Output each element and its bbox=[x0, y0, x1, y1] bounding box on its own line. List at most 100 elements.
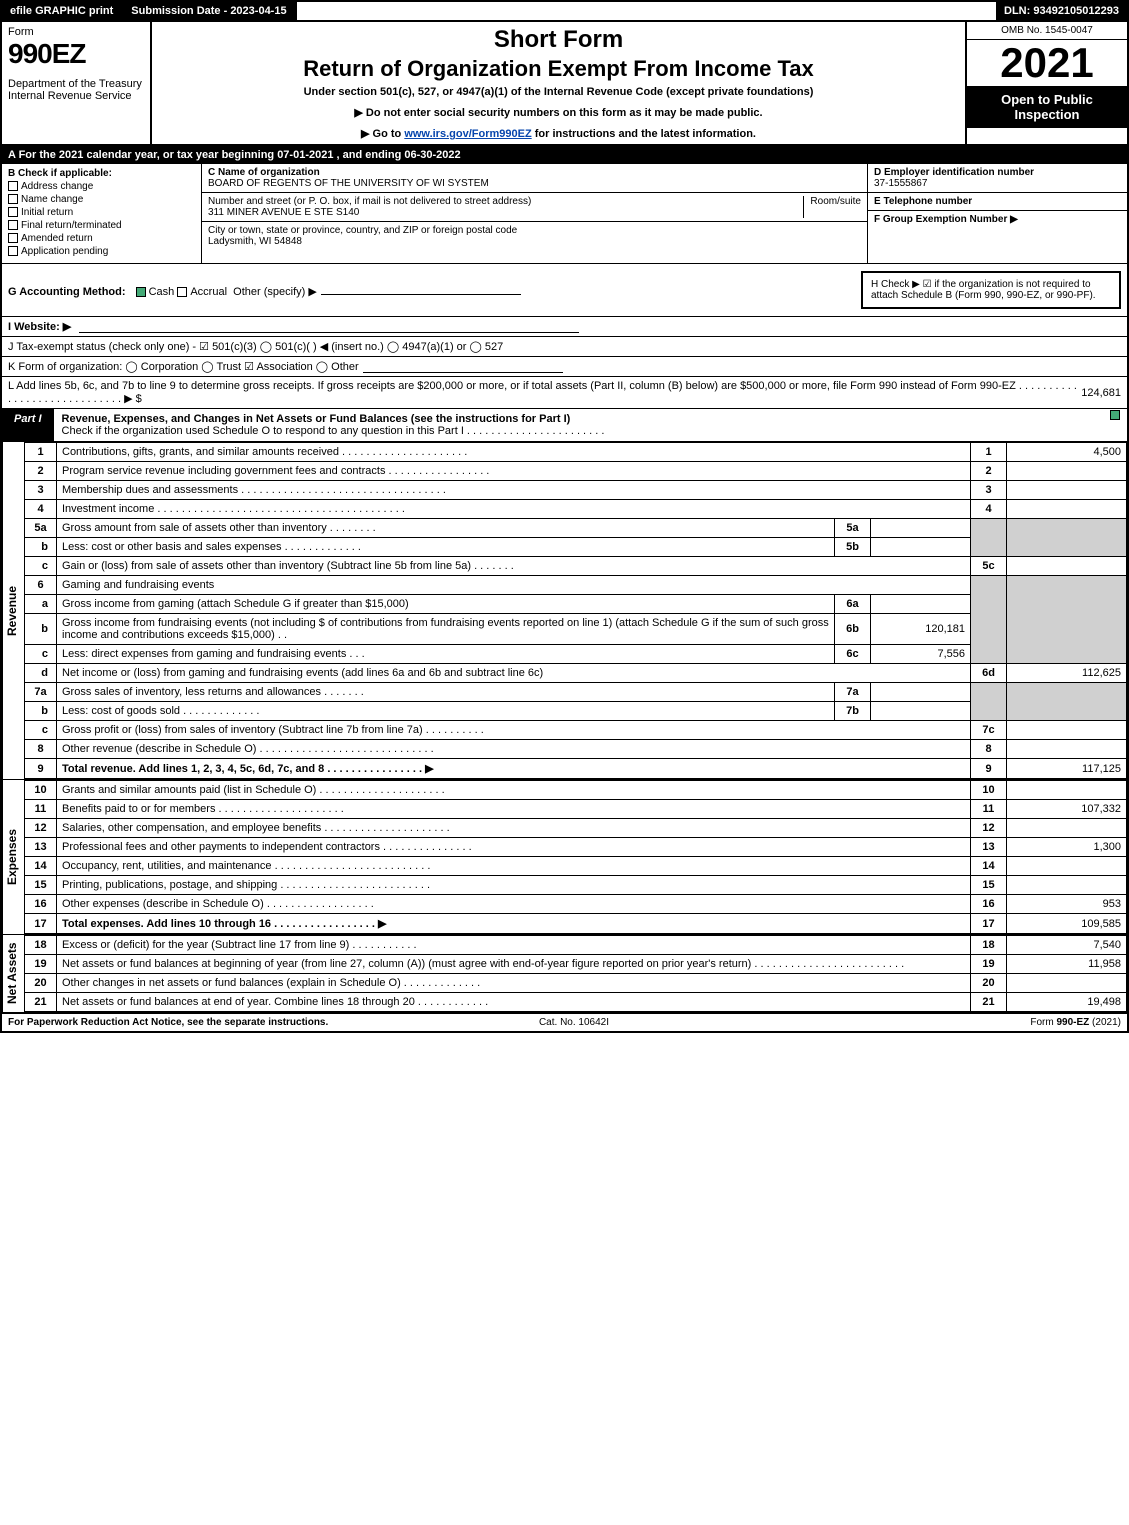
expenses-label: Expenses bbox=[2, 780, 24, 934]
line-7c: cGross profit or (loss) from sales of in… bbox=[25, 721, 1127, 740]
g-accounting: G Accounting Method: Cash Accrual Other … bbox=[8, 283, 521, 298]
c-addr: 311 MINER AVENUE E STE S140 bbox=[208, 207, 531, 218]
col-b-checkboxes: B Check if applicable: Address change Na… bbox=[2, 164, 202, 263]
line-18: 18Excess or (deficit) for the year (Subt… bbox=[25, 936, 1127, 955]
row-k-form-of-org: K Form of organization: ◯ Corporation ◯ … bbox=[2, 357, 1127, 377]
note-link-suffix: for instructions and the latest informat… bbox=[532, 128, 756, 140]
l-amount: 124,681 bbox=[1081, 387, 1121, 399]
chk-name-change[interactable]: Name change bbox=[8, 194, 195, 205]
line-13: 13Professional fees and other payments t… bbox=[25, 838, 1127, 857]
i-website-fill[interactable] bbox=[79, 321, 579, 333]
header-right: OMB No. 1545-0047 2021 Open to Public In… bbox=[967, 22, 1127, 144]
line-10: 10Grants and similar amounts paid (list … bbox=[25, 781, 1127, 800]
line-16: 16Other expenses (describe in Schedule O… bbox=[25, 895, 1127, 914]
chk-initial-return[interactable]: Initial return bbox=[8, 207, 195, 218]
netassets-label: Net Assets bbox=[2, 935, 24, 1012]
part1-sub: Check if the organization used Schedule … bbox=[62, 425, 605, 437]
page-footer: For Paperwork Reduction Act Notice, see … bbox=[2, 1014, 1127, 1031]
line-8: 8Other revenue (describe in Schedule O) … bbox=[25, 740, 1127, 759]
g-other-fill[interactable] bbox=[321, 283, 521, 295]
e-tel-label: E Telephone number bbox=[874, 196, 1121, 207]
footer-form-code: 990-EZ bbox=[1056, 1017, 1089, 1028]
footer-form-prefix: Form bbox=[1030, 1017, 1056, 1028]
note-ssn: ▶ Do not enter social security numbers o… bbox=[160, 106, 957, 119]
k-other-fill[interactable] bbox=[363, 361, 563, 373]
revenue-label: Revenue bbox=[2, 442, 24, 779]
form-word: Form bbox=[8, 26, 144, 38]
col-c-org: C Name of organization BOARD OF REGENTS … bbox=[202, 164, 867, 263]
b-label: B Check if applicable: bbox=[8, 168, 195, 179]
revenue-section: Revenue 1Contributions, gifts, grants, a… bbox=[2, 442, 1127, 780]
netassets-section: Net Assets 18Excess or (deficit) for the… bbox=[2, 935, 1127, 1014]
line-7a: 7aGross sales of inventory, less returns… bbox=[25, 683, 1127, 702]
dln: DLN: 93492105012293 bbox=[996, 2, 1127, 20]
chk-address-change-label: Address change bbox=[21, 181, 93, 192]
title-return: Return of Organization Exempt From Incom… bbox=[160, 56, 957, 82]
subtitle: Under section 501(c), 527, or 4947(a)(1)… bbox=[160, 86, 957, 98]
c-city: Ladysmith, WI 54848 bbox=[208, 236, 517, 247]
footer-left: For Paperwork Reduction Act Notice, see … bbox=[8, 1017, 328, 1028]
line-3: 3Membership dues and assessments . . . .… bbox=[25, 481, 1127, 500]
omb-number: OMB No. 1545-0047 bbox=[967, 22, 1127, 40]
chk-address-change[interactable]: Address change bbox=[8, 181, 195, 192]
col-d: D Employer identification number 37-1555… bbox=[867, 164, 1127, 263]
note-link-prefix: ▶ Go to bbox=[361, 128, 404, 140]
header-left: Form 990EZ Department of the Treasury In… bbox=[2, 22, 152, 144]
row-i-website: I Website: ▶ bbox=[2, 317, 1127, 337]
h-schedule-b: H Check ▶ ☑ if the organization is not r… bbox=[861, 271, 1121, 309]
part1-checkbox[interactable] bbox=[1103, 409, 1127, 441]
line-4: 4Investment income . . . . . . . . . . .… bbox=[25, 500, 1127, 519]
form-header: Form 990EZ Department of the Treasury In… bbox=[2, 22, 1127, 146]
c-addr-label: Number and street (or P. O. box, if mail… bbox=[208, 196, 531, 207]
top-bar: efile GRAPHIC print Submission Date - 20… bbox=[2, 2, 1127, 22]
d-ein: D Employer identification number 37-1555… bbox=[868, 164, 1127, 193]
line-6: 6Gaming and fundraising events bbox=[25, 576, 1127, 595]
line-5a: 5aGross amount from sale of assets other… bbox=[25, 519, 1127, 538]
g-label: G Accounting Method: bbox=[8, 286, 126, 298]
revenue-table: 1Contributions, gifts, grants, and simil… bbox=[24, 442, 1127, 779]
footer-form-suffix: (2021) bbox=[1089, 1017, 1121, 1028]
tax-year: 2021 bbox=[967, 40, 1127, 86]
footer-catno: Cat. No. 10642I bbox=[539, 1017, 609, 1028]
line-12: 12Salaries, other compensation, and empl… bbox=[25, 819, 1127, 838]
part1-title-text: Revenue, Expenses, and Changes in Net As… bbox=[62, 413, 571, 425]
expenses-section: Expenses 10Grants and similar amounts pa… bbox=[2, 780, 1127, 935]
irs-link[interactable]: www.irs.gov/Form990EZ bbox=[404, 128, 531, 140]
c-org-name: BOARD OF REGENTS OF THE UNIVERSITY OF WI… bbox=[208, 178, 489, 189]
chk-final-return[interactable]: Final return/terminated bbox=[8, 220, 195, 231]
chk-name-change-label: Name change bbox=[21, 194, 83, 205]
c-name-row: C Name of organization BOARD OF REGENTS … bbox=[202, 164, 867, 193]
d-ein-value: 37-1555867 bbox=[874, 178, 1121, 189]
chk-application-pending[interactable]: Application pending bbox=[8, 246, 195, 257]
note-link: ▶ Go to www.irs.gov/Form990EZ for instru… bbox=[160, 127, 957, 140]
line-7b: bLess: cost of goods sold . . . . . . . … bbox=[25, 702, 1127, 721]
row-l-gross-receipts: L Add lines 5b, 6c, and 7b to line 9 to … bbox=[2, 377, 1127, 409]
efile-print-button[interactable]: efile GRAPHIC print bbox=[2, 2, 123, 20]
part1-title: Revenue, Expenses, and Changes in Net As… bbox=[54, 409, 1103, 441]
g-accrual-checkbox[interactable] bbox=[177, 287, 187, 297]
line-6b: bGross income from fundraising events (n… bbox=[25, 614, 1127, 645]
g-cash-label: Cash bbox=[149, 286, 175, 298]
g-other-label: Other (specify) ▶ bbox=[233, 286, 317, 298]
l-text: L Add lines 5b, 6c, and 7b to line 9 to … bbox=[8, 380, 1081, 405]
chk-final-return-label: Final return/terminated bbox=[21, 220, 122, 231]
row-j-tax-status: J Tax-exempt status (check only one) - ☑… bbox=[2, 337, 1127, 357]
line-2: 2Program service revenue including gover… bbox=[25, 462, 1127, 481]
f-grp-label: F Group Exemption Number ▶ bbox=[874, 214, 1121, 225]
line-19: 19Net assets or fund balances at beginni… bbox=[25, 955, 1127, 974]
line-14: 14Occupancy, rent, utilities, and mainte… bbox=[25, 857, 1127, 876]
c-name-label: C Name of organization bbox=[208, 167, 489, 178]
line-6a: aGross income from gaming (attach Schedu… bbox=[25, 595, 1127, 614]
part1-header: Part I Revenue, Expenses, and Changes in… bbox=[2, 409, 1127, 442]
open-to-public: Open to Public Inspection bbox=[967, 86, 1127, 128]
chk-initial-return-label: Initial return bbox=[21, 207, 73, 218]
chk-amended-return-label: Amended return bbox=[21, 233, 93, 244]
line-1: 1Contributions, gifts, grants, and simil… bbox=[25, 443, 1127, 462]
g-accrual-label: Accrual bbox=[190, 286, 227, 298]
f-group-exemption: F Group Exemption Number ▶ bbox=[868, 211, 1127, 228]
line-20: 20Other changes in net assets or fund ba… bbox=[25, 974, 1127, 993]
chk-amended-return[interactable]: Amended return bbox=[8, 233, 195, 244]
c-city-row: City or town, state or province, country… bbox=[202, 222, 867, 250]
g-cash-checkbox[interactable] bbox=[136, 287, 146, 297]
e-telephone: E Telephone number bbox=[868, 193, 1127, 211]
